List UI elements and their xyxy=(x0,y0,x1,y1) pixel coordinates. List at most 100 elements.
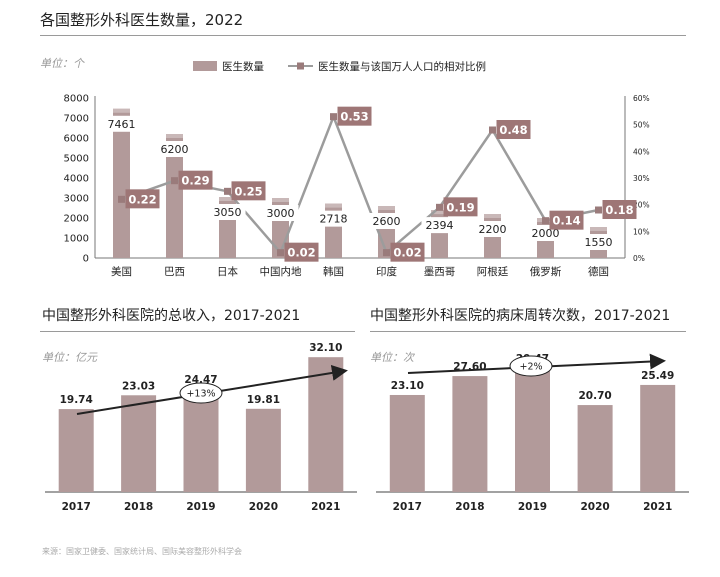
chart3-bar xyxy=(640,384,676,492)
chart1-bar-label-box xyxy=(156,141,193,157)
chart1-ratio-value-label: 0.48 xyxy=(499,123,527,137)
chart1-bar-cap xyxy=(272,198,289,202)
chart1-ratio-value-label: 0.22 xyxy=(128,192,156,206)
chart2-category-label: 2019 xyxy=(186,501,215,513)
chart1-ratio-marker xyxy=(171,177,178,185)
chart3-category-label: 2021 xyxy=(643,501,672,513)
chart2-title: 中国整形外科医院的总收入，2017-2021 xyxy=(42,308,301,324)
chart1-ratio-label-box xyxy=(496,120,531,139)
chart1-bar-label-box xyxy=(315,210,352,227)
chart1-bar xyxy=(113,108,130,258)
chart2-value-label: 19.81 xyxy=(247,394,280,406)
chart1-bar-cap xyxy=(590,227,607,231)
chart1-bar-cap xyxy=(325,203,342,208)
chart3-growth-label: +2% xyxy=(519,362,542,373)
chart1-category-label: 阿根廷 xyxy=(477,265,509,278)
chart1-ratio-marker xyxy=(436,203,443,211)
chart3-category-label: 2018 xyxy=(455,501,484,513)
chart1-bar-label-box xyxy=(421,217,458,234)
chart1-ratio-value-label: 0.25 xyxy=(234,184,262,198)
chart1-bar-value-label: 6200 xyxy=(161,143,189,156)
chart1-ratio-value-label: 0.02 xyxy=(287,246,315,260)
chart1-left-tick-label: 5000 xyxy=(64,154,89,165)
chart1-ratio-value-label: 0.19 xyxy=(446,200,474,214)
chart2-bar xyxy=(58,409,94,492)
chart1-ratio-marker xyxy=(330,113,337,121)
chart1-bar-cap xyxy=(378,206,395,210)
chart3-bar xyxy=(515,368,550,492)
chart1-left-tick-label: 8000 xyxy=(64,94,89,105)
chart2-category-label: 2021 xyxy=(311,501,340,513)
chart1-legend-line-marker xyxy=(297,62,304,70)
chart1-right-tick-label: 40% xyxy=(633,147,650,156)
chart1-left-tick-label: 7000 xyxy=(64,114,89,125)
chart1-bar-label-box xyxy=(368,213,405,229)
chart1-ratio-value-label: 0.02 xyxy=(393,246,421,260)
chart1-right-tick-label: 30% xyxy=(633,174,650,183)
chart2-value-label: 32.10 xyxy=(309,342,342,354)
chart1-left-tick-label: 2000 xyxy=(64,214,89,225)
chart1-bar-value-label: 3050 xyxy=(214,206,242,219)
chart3-title-rule xyxy=(370,331,686,332)
chart1-ratio-marker xyxy=(595,206,602,214)
chart1-bar-value-label: 2600 xyxy=(373,215,401,228)
chart3-category-label: 2019 xyxy=(518,501,547,513)
chart2-unit-label: 单位：亿元 xyxy=(42,351,97,364)
chart1-category-label: 日本 xyxy=(217,265,238,278)
chart1-ratio-value-label: 0.53 xyxy=(340,110,368,124)
chart2-value-label: 23.03 xyxy=(122,380,155,392)
chart1-bar-value-label: 3000 xyxy=(267,207,295,220)
chart1-bar-label-box xyxy=(103,115,140,132)
chart1-title-rule xyxy=(40,35,686,36)
chart1-left-tick-label: 4000 xyxy=(64,174,89,185)
source-note: 来源：国家卫健委、国家统计局、国际美容整形外科学会 xyxy=(42,547,242,556)
chart1-category-label: 德国 xyxy=(588,265,609,278)
chart1-ratio-value-label: 0.29 xyxy=(181,174,209,188)
chart1-bar-cap xyxy=(219,197,236,201)
chart2-category-label: 2018 xyxy=(124,501,153,513)
chart1-left-tick-label: 1000 xyxy=(64,234,89,245)
chart1-category-label: 巴西 xyxy=(164,266,185,278)
chart2-category-label: 2020 xyxy=(249,501,278,513)
chart1-bar-value-label: 1550 xyxy=(585,236,613,249)
chart1-bar-value-label: 2718 xyxy=(320,213,348,226)
chart3-value-label: 25.49 xyxy=(641,370,674,382)
chart1-bar-value-label: 2000 xyxy=(532,227,560,240)
chart2-bar xyxy=(308,357,344,492)
chart1-unit-label: 单位：个 xyxy=(40,57,84,70)
chart1-right-tick-label: 60% xyxy=(633,94,650,103)
chart1-ratio-label-box xyxy=(231,181,266,201)
chart1-ratio-label-box xyxy=(337,106,372,126)
chart1-right-tick-label: 20% xyxy=(633,201,650,210)
chart1-ratio-label-box xyxy=(125,189,160,209)
chart1-ratio-marker xyxy=(489,126,496,134)
chart1-ratio-value-label: 0.18 xyxy=(605,203,633,217)
chart1-bar-cap xyxy=(484,214,501,218)
chart1-ratio-label-box xyxy=(602,200,637,219)
chart2-bar xyxy=(121,395,157,492)
chart1-bar-value-label: 7461 xyxy=(108,118,136,131)
chart2-category-label: 2017 xyxy=(62,501,91,513)
chart1-ratio-marker xyxy=(542,217,549,225)
chart3-unit-label: 单位：次 xyxy=(370,351,414,364)
chart3-title: 中国整形外科医院的病床周转次数，2017-2021 xyxy=(370,308,671,324)
chart1-legend-bar-label: 医生数量 xyxy=(222,60,264,73)
chart1-bar-label-box xyxy=(262,205,299,221)
chart2-growth-badge xyxy=(179,382,223,404)
chart3-bar xyxy=(577,405,613,492)
chart1-category-label: 韩国 xyxy=(323,265,344,278)
chart1-ratio-marker xyxy=(277,249,284,257)
chart2-title-rule xyxy=(40,331,355,332)
chart1-bar-value-label: 2394 xyxy=(426,219,454,232)
chart1-ratio-label-box xyxy=(549,210,584,230)
chart1-category-label: 美国 xyxy=(111,265,132,278)
chart1-ratio-marker xyxy=(118,195,125,203)
chart1-left-tick-label: 0 xyxy=(83,254,89,265)
chart2-value-label: 19.74 xyxy=(60,394,93,406)
chart1-left-tick-label: 3000 xyxy=(64,194,89,205)
chart1-right-tick-label: 10% xyxy=(633,227,650,236)
chart1-left-tick-label: 6000 xyxy=(64,134,89,145)
chart3-growth-badge xyxy=(509,355,553,377)
chart1-ratio-label-box xyxy=(443,197,478,217)
